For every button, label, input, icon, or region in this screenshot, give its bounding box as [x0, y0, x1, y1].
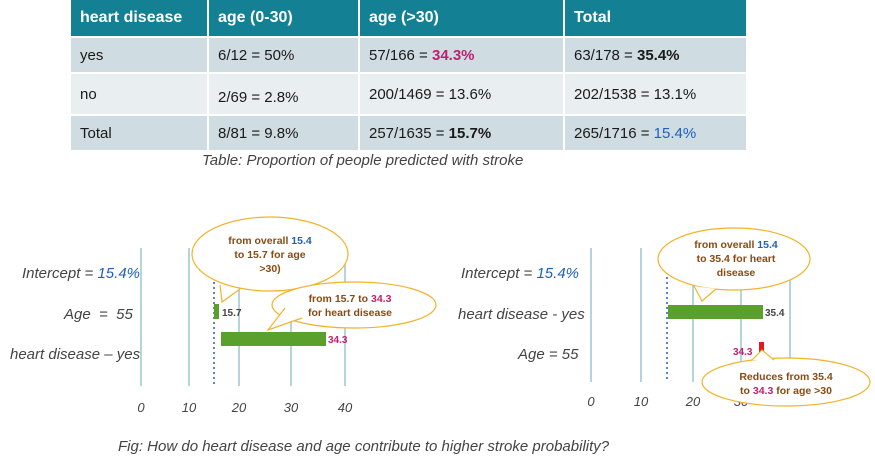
header-age-over-30: age (>30): [360, 0, 563, 38]
x-tick-label: 20: [231, 400, 247, 415]
x-tick-label: 0: [137, 400, 145, 415]
callout-pointer: [219, 284, 241, 304]
x-tick-label: 30: [284, 400, 299, 415]
callout-age-right: Reduces from 35.4 to 34.3 for age >30: [701, 349, 871, 407]
table-caption: Table: Proportion of people predicted wi…: [202, 152, 524, 169]
row-label: Total: [71, 116, 207, 152]
table-header-row: heart disease age (0-30) age (>30) Total: [71, 0, 746, 38]
stroke-proportion-table: heart disease age (0-30) age (>30) Total…: [69, 0, 748, 152]
x-tick-label: 0: [587, 394, 595, 409]
intercept-label: Intercept = 15.4%: [22, 265, 140, 282]
callout-text: disease: [717, 267, 756, 279]
callout-text: from overall 15.4: [228, 235, 312, 247]
table-cell: 202/1538 = 13.1%: [565, 74, 746, 116]
figure-caption: Fig: How do heart disease and age contri…: [118, 438, 610, 455]
header-total: Total: [565, 0, 746, 38]
callout-text: to 15.7 for age: [234, 249, 305, 261]
callout-bubble: [701, 357, 871, 407]
callout-text: from overall 15.4: [694, 239, 778, 251]
table-cell: 2/69 = 2.8%: [209, 74, 358, 116]
left-chart: Intercept = 15.4% Age = 55 heart disease…: [10, 216, 437, 415]
callout-text: for heart disease: [308, 307, 392, 319]
table-row: no 2/69 = 2.8% 200/1469 = 13.6% 202/1538…: [71, 74, 746, 116]
category-label: Age = 55: [63, 306, 133, 323]
x-tick-label: 10: [182, 400, 197, 415]
table-cell: 8/81 = 9.8%: [209, 116, 358, 152]
table-cell: 200/1469 = 13.6%: [360, 74, 563, 116]
highlight-value: 15.4%: [653, 124, 697, 142]
cell-text: 257/1635 =: [369, 124, 449, 142]
callout-bubble: [271, 281, 437, 329]
callout-bubble: [657, 227, 811, 291]
table-cell: 57/166 = 34.3%: [360, 38, 563, 74]
callout-text: to 34.3 for age >30: [740, 385, 832, 397]
category-label: heart disease - yes: [458, 306, 585, 323]
callout-pointer: [751, 349, 775, 361]
row-label: yes: [71, 38, 207, 74]
right-chart: Intercept = 15.4% heart disease - yes Ag…: [458, 227, 871, 409]
highlight-value: 34.3%: [431, 46, 475, 64]
x-tick-label: 20: [685, 394, 701, 409]
callout-text: >30): [259, 263, 280, 275]
intercept-label: Intercept = 15.4%: [461, 265, 579, 282]
bar-value-label: 35.4: [765, 308, 785, 319]
table-cell: 257/1635 = 15.7%: [360, 116, 563, 152]
callout-pointer: [693, 285, 717, 302]
table-row: yes 6/12 = 50% 57/166 = 34.3% 63/178 = 3…: [71, 38, 746, 74]
cell-text: 63/178 =: [574, 46, 637, 64]
callout-age: from overall 15.4 to 15.7 for age >30): [191, 216, 349, 304]
table-cell: 265/1716 = 15.4%: [565, 116, 746, 152]
bar-age: [759, 342, 764, 357]
header-heart-disease: heart disease: [71, 0, 207, 38]
bar-heart-disease: [668, 305, 763, 319]
callout-text: Reduces from 35.4: [739, 371, 833, 383]
bar-value-label: 15.7: [222, 308, 242, 319]
row-label: no: [71, 74, 207, 116]
highlight-value: 35.4%: [636, 46, 680, 64]
table-cell: 63/178 = 35.4%: [565, 38, 746, 74]
bar-value-label: 34.3: [733, 347, 753, 358]
x-tick-label: 40: [338, 400, 353, 415]
callout-bubble: [191, 216, 349, 292]
bar-age: [214, 304, 219, 319]
callout-heart-disease: from 15.7 to 34.3 for heart disease: [266, 281, 437, 332]
table-cell: 6/12 = 50%: [209, 38, 358, 74]
category-label: heart disease – yes: [10, 346, 141, 363]
header-age-0-30: age (0-30): [209, 0, 358, 38]
category-label: Age = 55: [517, 346, 579, 363]
callout-pointer: [266, 307, 303, 332]
callout-text: to 35.4 for heart: [697, 253, 776, 265]
callout-text: from 15.7 to 34.3: [309, 293, 392, 305]
bar-value-label: 34.3: [328, 335, 348, 346]
x-tick-label: 10: [634, 394, 649, 409]
cell-text: 57/166 =: [369, 46, 432, 64]
table-row: Total 8/81 = 9.8% 257/1635 = 15.7% 265/1…: [71, 116, 746, 152]
highlight-value: 15.7%: [448, 124, 492, 142]
callout-heart-disease-right: from overall 15.4 to 35.4 for heart dise…: [657, 227, 811, 302]
cell-text: 265/1716 =: [574, 124, 654, 142]
bar-heart-disease: [221, 332, 326, 346]
